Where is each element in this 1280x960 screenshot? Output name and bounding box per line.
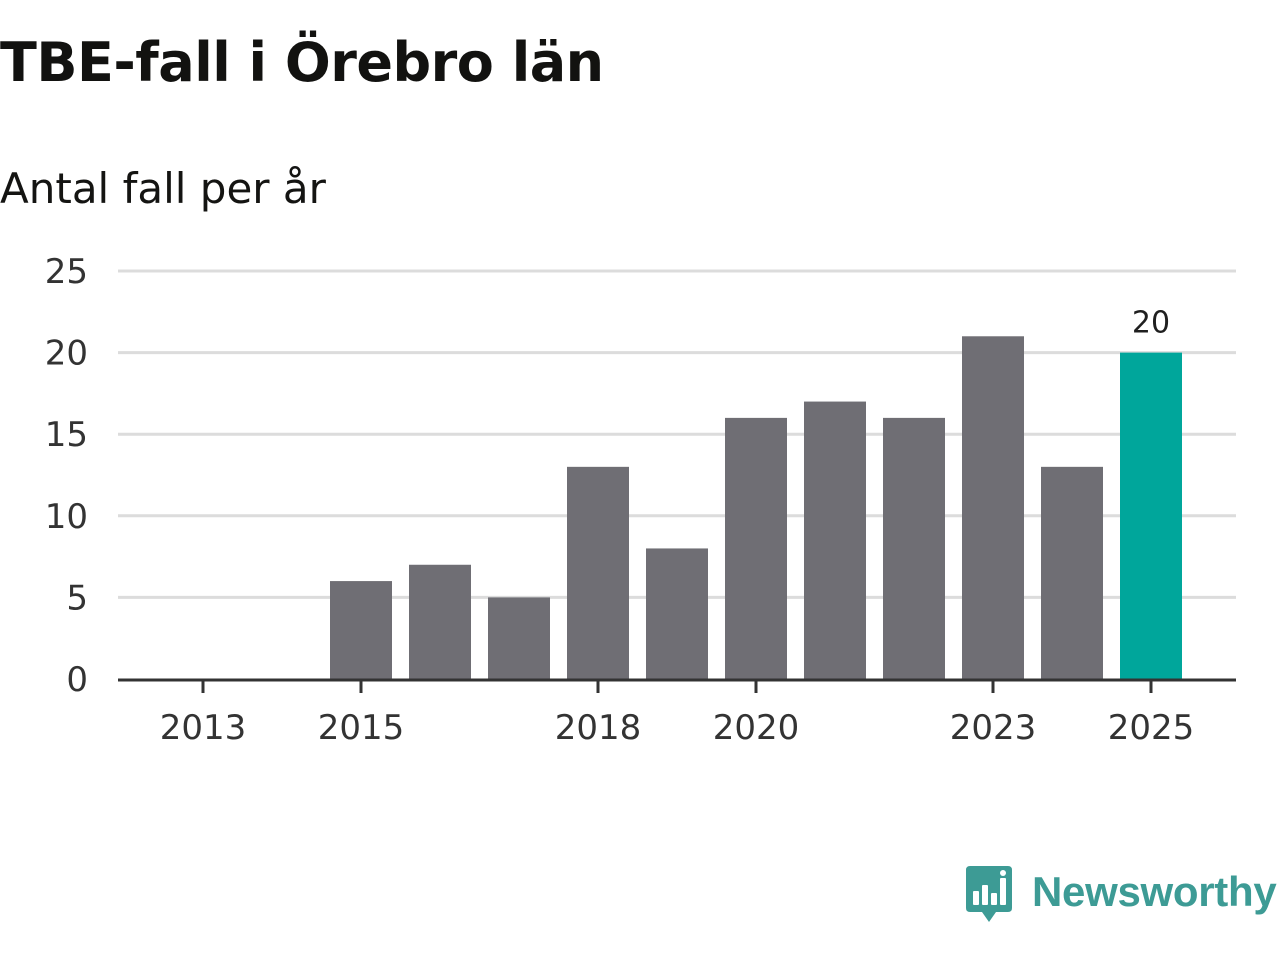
y-tick-label-5: 5 <box>66 578 88 618</box>
bars <box>330 336 1182 679</box>
y-tick-label-10: 10 <box>45 497 88 537</box>
chart-title: TBE-fall i Örebro län <box>0 31 604 94</box>
bar-2023 <box>962 336 1024 679</box>
x-tick-label-2013: 2013 <box>160 708 247 748</box>
y-tick-label-25: 25 <box>45 252 88 292</box>
x-tick-label-2018: 2018 <box>555 708 642 748</box>
newsworthy-logo-icon <box>966 866 1012 922</box>
newsworthy-logo: Newsworthy <box>964 862 1277 928</box>
bar-2015 <box>330 581 392 679</box>
bar-2020 <box>725 417 787 679</box>
bar-2024 <box>1041 466 1103 679</box>
chart-subtitle: Antal fall per år <box>0 164 326 213</box>
x-tick-label-2020: 2020 <box>713 708 800 748</box>
x-tick-label-2015: 2015 <box>318 708 405 748</box>
axes <box>118 678 1236 693</box>
x-tick-label-2025: 2025 <box>1108 708 1195 748</box>
y-tick-label-15: 15 <box>45 415 88 455</box>
bar-2018 <box>567 466 629 679</box>
bar-2019 <box>646 548 708 679</box>
bar-2016 <box>409 564 471 679</box>
bar-2022 <box>883 417 945 679</box>
bar-2021 <box>804 401 866 679</box>
x-tick-label-2023: 2023 <box>950 708 1037 748</box>
bar-2017 <box>488 597 550 679</box>
bar-2025 <box>1120 352 1182 679</box>
y-tick-label-20: 20 <box>45 334 88 374</box>
logo-text: Newsworthy <box>1032 868 1277 915</box>
data-label-2025: 20 <box>1132 306 1170 341</box>
y-tick-label-0: 0 <box>66 660 88 700</box>
